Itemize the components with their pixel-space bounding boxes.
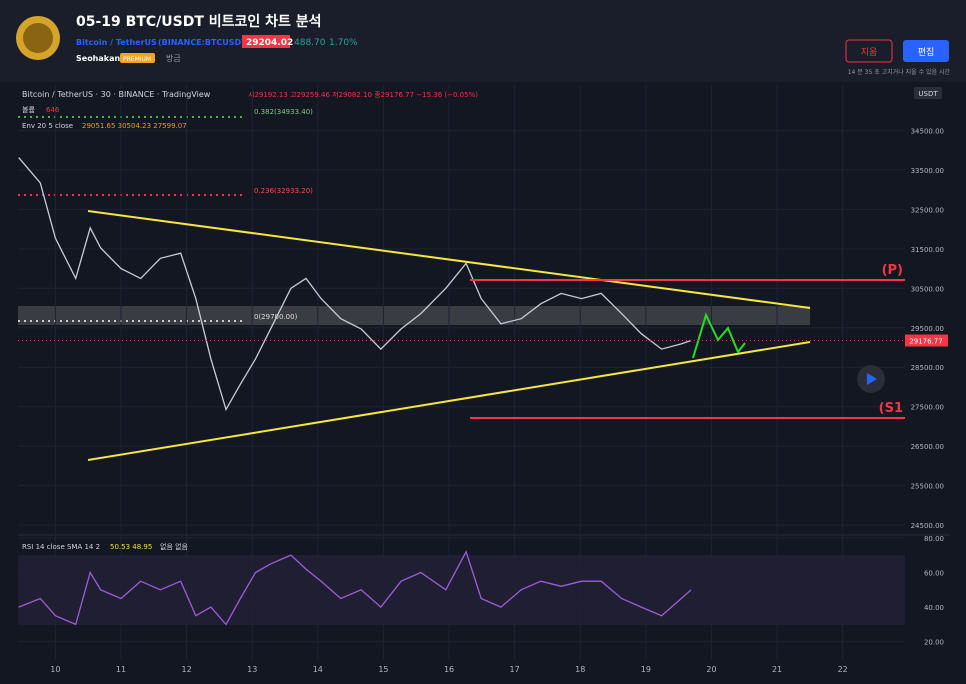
edit-note: 14 분 35 초 고치거나 지울 수 있음 시간 [848,68,951,76]
y-tick-label: 40.00 [924,604,944,612]
y-tick-label: 80.00 [924,535,944,543]
badge: PREMIUM [123,56,151,63]
y-tick-label: 34500.00 [911,127,944,135]
trendline [87,210,811,309]
delete-button[interactable] [845,39,893,63]
legend-env: Env 20 5 close [22,122,73,130]
y-tick-label: 27500.00 [911,404,944,412]
legend-volume: 볼륨 [22,105,35,114]
x-tick-label: 22 [838,665,848,674]
fib-label: 0.382(34933.40) [254,108,313,116]
series-line [18,550,692,626]
last-price-tag [905,334,948,347]
symbol[interactable]: Bitcoin / TetherUS [76,38,157,47]
time: 방금 [166,53,181,63]
avatar-inner [23,23,53,53]
price: 29204.02 [246,38,293,48]
support-label: (S1 [879,401,903,416]
play-icon [867,373,877,385]
trendline [87,341,811,461]
y-tick-label: 24500.00 [911,522,944,530]
x-tick-label: 15 [378,665,388,674]
series-line [18,157,692,412]
exchange[interactable]: (BINANCE:BTCUSDT) [158,38,250,47]
currency: USDT [918,90,938,98]
x-tick-label: 21 [772,665,782,674]
author[interactable]: Seohakant [76,54,124,63]
legend-volume-value: 646 [46,106,60,114]
edit-label[interactable]: 편집 [918,46,935,58]
x-tick-label: 17 [510,665,520,674]
x-tick-label: 19 [641,665,651,674]
x-tick-label: 20 [706,665,716,674]
rsi-band [18,555,905,625]
legend-rsi-values: 50.53 48.95 [110,543,152,551]
change: 488.70 [294,38,326,48]
projection [692,312,746,359]
price-tag [242,35,290,48]
badge-bg [120,53,155,63]
change-pct: 1.70% [329,38,358,48]
x-tick-label: 14 [313,665,323,674]
x-tick-label: 16 [444,665,454,674]
y-tick-label: 28500.00 [911,364,944,372]
zone [18,306,810,325]
x-tick-label: 10 [50,665,60,674]
legend-rsi: RSI 14 close SMA 14 2 [22,543,100,551]
y-tick-label: 32500.00 [911,206,944,214]
x-tick-label: 13 [247,665,257,674]
title: 05-19 BTC/USDT 비트코인 차트 분석 [76,13,322,30]
legend-ohlc: 시29192.13 고29259.46 저29082.10 종29176.77 … [248,90,478,99]
y-tick-label: 20.00 [924,639,944,647]
legend-symbol: Bitcoin / TetherUS · 30 · BINANCE · Trad… [22,90,211,99]
legend-env-values: 29051.65 30504.23 27599.07 [82,122,187,130]
x-tick-label: 18 [575,665,585,674]
y-tick-label: 29500.00 [911,325,944,333]
y-tick-label: 31500.00 [911,246,944,254]
currency-box [914,87,942,99]
delete-label[interactable]: 지움 [861,47,878,58]
header [0,0,966,82]
fib-label: 0.236(32933.20) [254,187,313,195]
y-tick-label: 33500.00 [911,167,944,175]
pivot-label: (P) [882,263,903,278]
y-tick-label: 25500.00 [911,483,944,491]
edit-button[interactable] [903,40,949,62]
last-price-label: 29176.77 [909,338,942,346]
y-tick-label: 30500.00 [911,285,944,293]
legend-rsi-extra: 없음 없음 [160,543,189,551]
y-tick-label: 60.00 [924,570,944,578]
y-tick-label: 26500.00 [911,443,944,451]
x-tick-label: 11 [116,665,126,674]
fib-label: 0(29700.00) [254,313,298,321]
x-tick-label: 12 [182,665,192,674]
